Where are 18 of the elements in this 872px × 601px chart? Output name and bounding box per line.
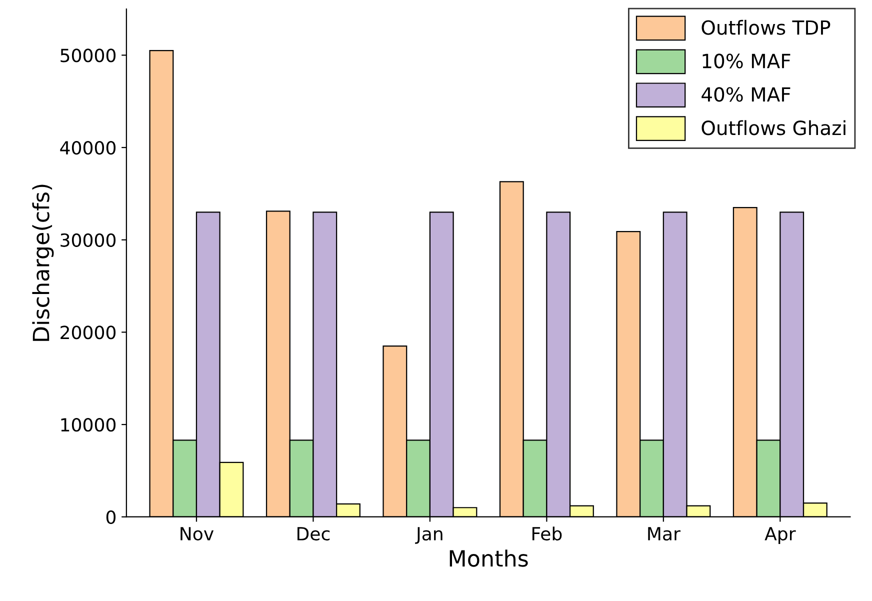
- legend-label: Outflows TDP: [702, 20, 830, 35]
- x-tick-label: Jan: [415, 527, 442, 544]
- x-tick-label: Feb: [532, 526, 562, 541]
- legend-label: 40% MAF: [702, 87, 790, 102]
- x-tick-label: Apr: [764, 527, 796, 544]
- x-tick-label: Mar: [648, 527, 680, 541]
- y-tick-label: 30000: [60, 233, 116, 247]
- y-tick-label: 50000: [60, 48, 116, 62]
- x-tick-label: Dec: [298, 527, 330, 541]
- legend-label: Outflows Ghazi: [702, 120, 846, 136]
- y-tick-label: 10000: [61, 418, 116, 432]
- x-tick-label: Nov: [180, 527, 214, 541]
- y-axis-title: Discharge(cfs): [32, 184, 54, 341]
- legend-label: 10% MAF: [702, 54, 790, 68]
- y-tick-label: 0: [106, 510, 116, 524]
- x-axis-title: Months: [450, 550, 528, 567]
- y-tick-label: 20000: [60, 326, 116, 340]
- y-tick-label: 40000: [60, 140, 116, 155]
